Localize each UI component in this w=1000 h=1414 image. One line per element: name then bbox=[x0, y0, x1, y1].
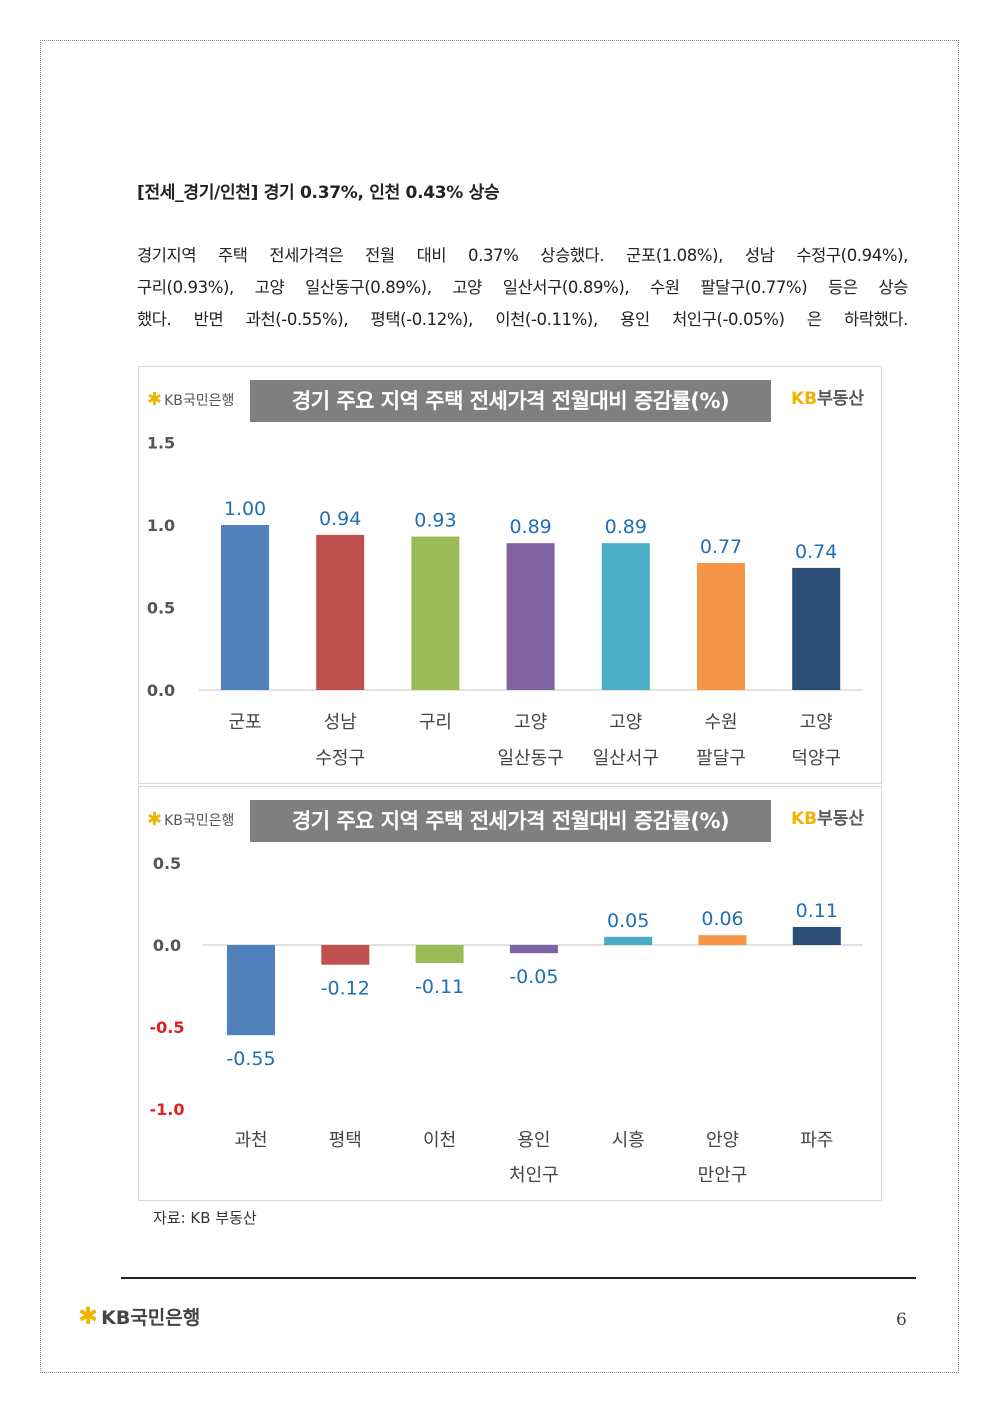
data-label: -0.12 bbox=[321, 978, 370, 1000]
bar bbox=[604, 936, 653, 945]
kb-realestate-logo: KB부동산 bbox=[791, 804, 864, 829]
data-label: 0.89 bbox=[509, 516, 551, 538]
data-label: 1.00 bbox=[224, 498, 266, 520]
page-number: 6 bbox=[896, 1310, 907, 1330]
data-label: 0.74 bbox=[795, 541, 837, 563]
kb-realestate-kb: KB bbox=[791, 389, 818, 409]
category-label: 처인구 bbox=[509, 1165, 559, 1186]
data-label: 0.89 bbox=[605, 516, 647, 538]
y-tick-label: 1.0 bbox=[147, 516, 175, 535]
kb-star-icon: ✱ bbox=[147, 389, 163, 410]
category-label: 고양 bbox=[514, 712, 547, 733]
y-tick-label: 0.5 bbox=[147, 599, 175, 618]
bar bbox=[506, 543, 555, 690]
y-tick-label: 0.0 bbox=[147, 681, 175, 700]
bar bbox=[698, 935, 747, 945]
y-tick-label: -1.0 bbox=[150, 1100, 185, 1119]
data-label: -0.05 bbox=[509, 966, 558, 988]
section-heading: [전세_경기/인천] 경기 0.37%, 인천 0.43% 상승 bbox=[137, 183, 500, 203]
category-label: 성남 bbox=[324, 712, 357, 733]
footer-logo-text: KB국민은행 bbox=[101, 1306, 201, 1329]
footer-kb-logo: ✱ KB국민은행 bbox=[78, 1302, 200, 1330]
category-label: 용인 bbox=[517, 1130, 550, 1151]
category-label: 구리 bbox=[419, 712, 452, 733]
category-label: 시흥 bbox=[612, 1130, 645, 1151]
bar bbox=[411, 536, 460, 690]
y-tick-label: 0.5 bbox=[153, 854, 181, 873]
kb-realestate-logo: KB부동산 bbox=[791, 384, 864, 409]
category-label: 수정구 bbox=[315, 748, 365, 769]
category-label: 고양 bbox=[800, 712, 833, 733]
category-label: 과천 bbox=[234, 1130, 267, 1151]
y-tick-label: -0.5 bbox=[150, 1018, 185, 1037]
category-label: 안양 bbox=[706, 1130, 739, 1151]
category-label: 만안구 bbox=[698, 1165, 748, 1186]
bar bbox=[697, 562, 745, 690]
category-label: 평택 bbox=[329, 1130, 362, 1151]
kb-bank-logo: ✱ KB국민은행 bbox=[147, 389, 234, 410]
kb-star-icon: ✱ bbox=[78, 1302, 99, 1330]
bar bbox=[792, 926, 841, 945]
chart-title: 경기 주요 지역 주택 전세가격 전월대비 증감률(%) bbox=[250, 380, 771, 422]
category-label: 팔달구 bbox=[696, 748, 746, 769]
category-label: 일산서구 bbox=[593, 748, 659, 769]
bar bbox=[601, 543, 650, 690]
y-tick-label: 0.0 bbox=[153, 936, 181, 955]
data-label: 0.11 bbox=[796, 900, 838, 922]
bar bbox=[221, 525, 269, 690]
data-label: 0.94 bbox=[319, 508, 361, 530]
chart-panel-falling: ✱ KB국민은행 경기 주요 지역 주택 전세가격 전월대비 증감률(%) KB부… bbox=[138, 786, 882, 1201]
bar bbox=[415, 945, 464, 964]
paragraph-line: 경기지역 주택 전세가격은 전월 대비 0.37% 상승했다. 군포(1.08%… bbox=[137, 246, 908, 265]
kb-realestate-name: 부동산 bbox=[817, 389, 865, 409]
footer-divider bbox=[121, 1277, 916, 1279]
bar bbox=[321, 945, 370, 965]
chart-panel-rising: ✱ KB국민은행 경기 주요 지역 주택 전세가격 전월대비 증감률(%) KB부… bbox=[138, 366, 882, 784]
page-border bbox=[40, 40, 959, 1373]
kb-bank-logo: ✱ KB국민은행 bbox=[147, 809, 234, 830]
category-label: 수원 bbox=[704, 712, 737, 733]
kb-bank-logo-text: KB국민은행 bbox=[164, 812, 235, 829]
bar bbox=[227, 945, 275, 1036]
kb-realestate-name: 부동산 bbox=[817, 809, 865, 829]
paragraph-line: 했다. 반면 과천(-0.55%), 평택(-0.12%), 이천(-0.11%… bbox=[137, 310, 908, 329]
data-label: -0.55 bbox=[226, 1048, 275, 1070]
category-label: 이천 bbox=[423, 1130, 456, 1151]
body-paragraph: 경기지역 주택 전세가격은 전월 대비 0.37% 상승했다. 군포(1.08%… bbox=[137, 240, 908, 336]
bar-chart: -1.0 -0.5 0.0 0.5 -0.55 과천 -0.12 평택 -0.11 이천 -0.05… bbox=[150, 854, 863, 1186]
source-note: 자료: KB 부동산 bbox=[153, 1209, 257, 1227]
kb-realestate-kb: KB bbox=[791, 809, 818, 829]
paragraph-line: 구리(0.93%), 고양 일산동구(0.89%), 고양 일산서구(0.89%… bbox=[137, 278, 908, 297]
kb-bank-logo-text: KB국민은행 bbox=[164, 392, 235, 409]
category-label: 군포 bbox=[228, 712, 261, 733]
data-label: 0.77 bbox=[700, 536, 742, 558]
bar bbox=[316, 534, 365, 690]
category-label: 고양 bbox=[609, 712, 642, 733]
data-label: 0.93 bbox=[414, 510, 456, 532]
data-label: 0.06 bbox=[701, 908, 743, 930]
y-tick-label: 1.5 bbox=[147, 434, 175, 453]
bar bbox=[509, 945, 558, 954]
category-label: 파주 bbox=[800, 1130, 833, 1151]
bar bbox=[792, 567, 841, 690]
category-label: 일산동구 bbox=[497, 748, 563, 769]
category-label: 덕양구 bbox=[791, 748, 841, 769]
kb-star-icon: ✱ bbox=[147, 809, 163, 830]
data-label: -0.11 bbox=[415, 976, 464, 998]
chart-title: 경기 주요 지역 주택 전세가격 전월대비 증감률(%) bbox=[250, 800, 771, 842]
data-label: 0.05 bbox=[607, 910, 649, 932]
